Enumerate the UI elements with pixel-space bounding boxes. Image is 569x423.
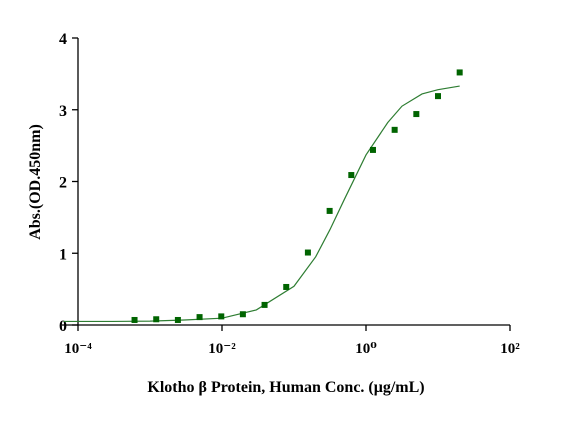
data-point <box>283 283 290 290</box>
y-tick-label: 2 <box>59 175 67 192</box>
data-point <box>218 313 225 320</box>
x-tick-label: 10⁻² <box>208 341 236 357</box>
x-axis-label: Klotho β Protein, Human Conc. (μg/mL) <box>147 379 424 396</box>
x-tick-label: 10⁻⁴ <box>64 341 92 357</box>
data-point <box>391 126 398 133</box>
y-tick-label: 0 <box>59 318 67 335</box>
x-tick-label: 10⁰ <box>355 341 377 357</box>
data-point <box>196 314 203 321</box>
data-point <box>153 316 160 323</box>
data-point <box>131 316 138 323</box>
data-point <box>239 311 246 318</box>
x-tick-label: 10² <box>500 341 520 357</box>
y-tick-label: 4 <box>59 31 67 48</box>
data-point <box>435 93 441 100</box>
data-point <box>348 172 355 179</box>
data-point <box>456 69 463 76</box>
fit-curve <box>63 85 460 323</box>
y-tick-label: 3 <box>59 103 67 120</box>
data-point <box>369 146 376 153</box>
y-tick-label: 1 <box>59 246 67 263</box>
data-point <box>413 111 420 118</box>
data-point <box>261 301 268 308</box>
data-point <box>326 207 333 214</box>
data-point <box>304 249 311 256</box>
data-point <box>174 316 181 323</box>
y-axis-label: Abs.(OD.450nm) <box>27 124 44 240</box>
